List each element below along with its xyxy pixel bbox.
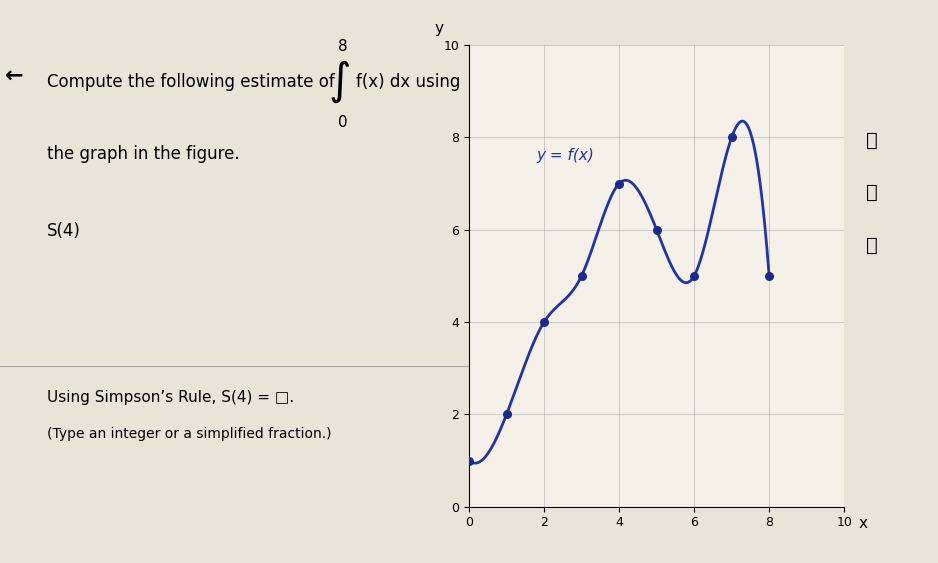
Text: Compute the following estimate of: Compute the following estimate of [47,73,335,91]
Point [687,271,702,280]
Text: ⧉: ⧉ [867,236,878,255]
Text: $\int$: $\int$ [328,59,350,105]
Text: 🔍: 🔍 [867,184,878,202]
Text: 🔍: 🔍 [867,131,878,150]
Text: f(x) dx using: f(x) dx using [356,73,461,91]
Point [724,133,739,142]
Point [612,179,627,188]
Y-axis label: y: y [434,21,444,36]
Point [461,456,477,465]
Point [649,225,664,234]
Point [499,410,514,419]
Text: 0: 0 [338,115,347,130]
Point [537,318,552,327]
Point [762,271,777,280]
Text: the graph in the figure.: the graph in the figure. [47,145,239,163]
Text: (Type an integer or a simplified fraction.): (Type an integer or a simplified fractio… [47,427,331,440]
Text: y = f(x): y = f(x) [537,149,595,163]
X-axis label: x: x [858,516,868,531]
Text: S(4): S(4) [47,222,81,240]
Text: ←: ← [5,66,23,86]
Text: Using Simpson’s Rule, S(4) = □.: Using Simpson’s Rule, S(4) = □. [47,390,294,405]
Point [574,271,589,280]
Text: 8: 8 [338,39,347,53]
